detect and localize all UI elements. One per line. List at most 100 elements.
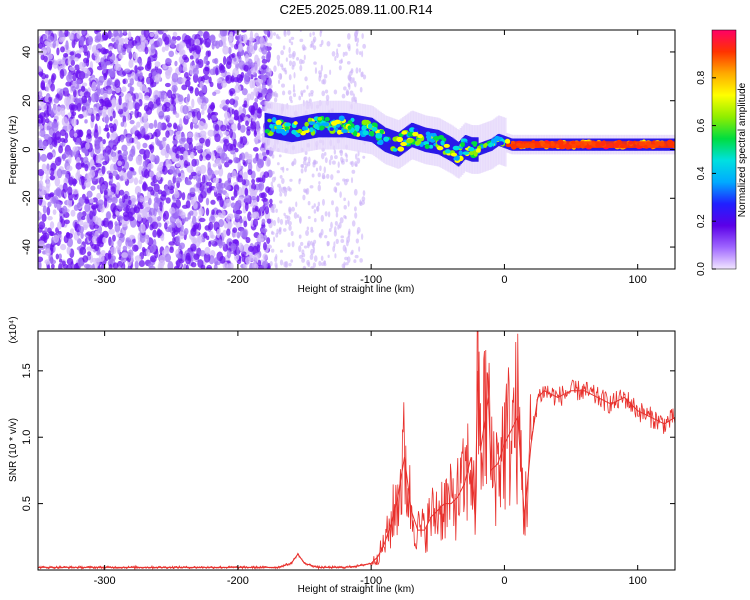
- noise-speckle: [349, 161, 353, 165]
- noise-speckle: [152, 229, 158, 238]
- ridge-blob: [375, 132, 383, 139]
- noise-speckle: [256, 244, 261, 253]
- noise-speckle: [121, 252, 129, 258]
- noise-speckle: [326, 241, 330, 247]
- noise-speckle: [71, 39, 76, 49]
- noise-speckle: [290, 36, 295, 40]
- noise-speckle: [336, 170, 340, 174]
- noise-speckle: [289, 178, 293, 182]
- noise-speckle: [258, 79, 264, 84]
- noise-speckle: [175, 259, 181, 268]
- noise-speckle: [127, 101, 134, 110]
- noise-speckle: [200, 190, 207, 199]
- noise-speckle: [212, 177, 220, 184]
- noise-speckle: [64, 132, 69, 140]
- noise-speckle: [331, 160, 336, 165]
- noise-speckle: [136, 213, 142, 222]
- ridge-body: [288, 117, 291, 142]
- noise-speckle: [352, 93, 355, 99]
- noise-speckle: [89, 210, 93, 220]
- noise-speckle: [181, 137, 188, 142]
- noise-speckle: [288, 53, 293, 59]
- noise-speckle: [107, 106, 114, 117]
- noise-speckle: [328, 227, 332, 232]
- noise-speckle: [161, 103, 168, 113]
- noise-speckle: [116, 231, 121, 238]
- noise-speckle: [38, 169, 45, 177]
- noise-speckle: [266, 42, 273, 47]
- noise-speckle: [257, 259, 262, 267]
- noise-speckle: [66, 198, 73, 208]
- noise-speckle: [343, 197, 346, 202]
- ridge-blob: [264, 128, 270, 134]
- ridge-blob: [314, 123, 319, 130]
- noise-speckle: [112, 234, 116, 242]
- noise-speckle: [283, 212, 286, 217]
- ridge-blob: [407, 131, 415, 137]
- noise-speckle: [131, 145, 136, 155]
- noise-speckle: [234, 96, 240, 101]
- noise-speckle: [115, 102, 120, 112]
- noise-speckle: [323, 260, 326, 265]
- noise-speckle: [288, 95, 293, 101]
- noise-speckle: [343, 86, 347, 91]
- noise-speckle: [78, 129, 83, 138]
- noise-speckle: [334, 253, 337, 259]
- noise-speckle: [111, 37, 116, 42]
- noise-speckle: [310, 248, 315, 256]
- noise-speckle: [185, 200, 191, 209]
- noise-speckle: [277, 183, 281, 188]
- noise-speckle: [101, 165, 106, 175]
- noise-speckle: [78, 61, 85, 70]
- noise-speckle: [293, 158, 297, 165]
- noise-speckle: [49, 192, 55, 197]
- noise-speckle: [229, 128, 233, 139]
- noise-speckle: [144, 234, 150, 244]
- ridge-blob: [460, 141, 466, 148]
- noise-speckle: [175, 99, 179, 104]
- x-tick-label: 100: [629, 274, 647, 286]
- noise-speckle: [311, 42, 315, 48]
- noise-speckle: [290, 231, 294, 237]
- noise-speckle: [222, 56, 227, 66]
- noise-speckle: [248, 162, 253, 172]
- noise-speckle: [100, 263, 105, 269]
- noise-speckle: [101, 31, 109, 41]
- noise-speckle: [171, 72, 179, 83]
- noise-speckle: [242, 230, 248, 240]
- noise-speckle: [260, 227, 268, 234]
- noise-speckle: [271, 185, 274, 191]
- noise-speckle: [96, 192, 102, 200]
- noise-speckle: [136, 141, 141, 150]
- ridge-blob: [284, 126, 290, 131]
- noise-speckle: [123, 214, 130, 222]
- ridge-body: [264, 112, 267, 138]
- noise-speckle: [306, 85, 309, 90]
- noise-speckle: [98, 125, 102, 135]
- noise-speckle: [180, 211, 186, 219]
- noise-speckle: [269, 260, 273, 267]
- noise-speckle: [158, 30, 163, 35]
- noise-speckle: [77, 257, 84, 268]
- noise-speckle: [95, 163, 102, 168]
- noise-speckle: [309, 185, 314, 189]
- noise-speckle: [94, 243, 100, 252]
- noise-speckle: [308, 156, 311, 164]
- noise-speckle: [224, 198, 232, 208]
- ridge-body: [266, 113, 269, 138]
- noise-speckle: [75, 162, 83, 170]
- noise-speckle: [334, 155, 338, 160]
- noise-speckle: [41, 163, 47, 172]
- noise-speckle: [355, 67, 359, 74]
- noise-speckle: [229, 88, 236, 95]
- noise-speckle: [106, 132, 110, 139]
- ridge-blob: [302, 126, 307, 131]
- noise-speckle: [205, 138, 211, 148]
- ridge-blob: [347, 125, 352, 130]
- ridge-body: [368, 117, 371, 142]
- noise-speckle: [91, 236, 99, 244]
- ridge-blob: [297, 128, 303, 134]
- noise-speckle: [272, 219, 277, 227]
- ridge-blob: [450, 152, 458, 157]
- noise-speckle: [190, 243, 197, 252]
